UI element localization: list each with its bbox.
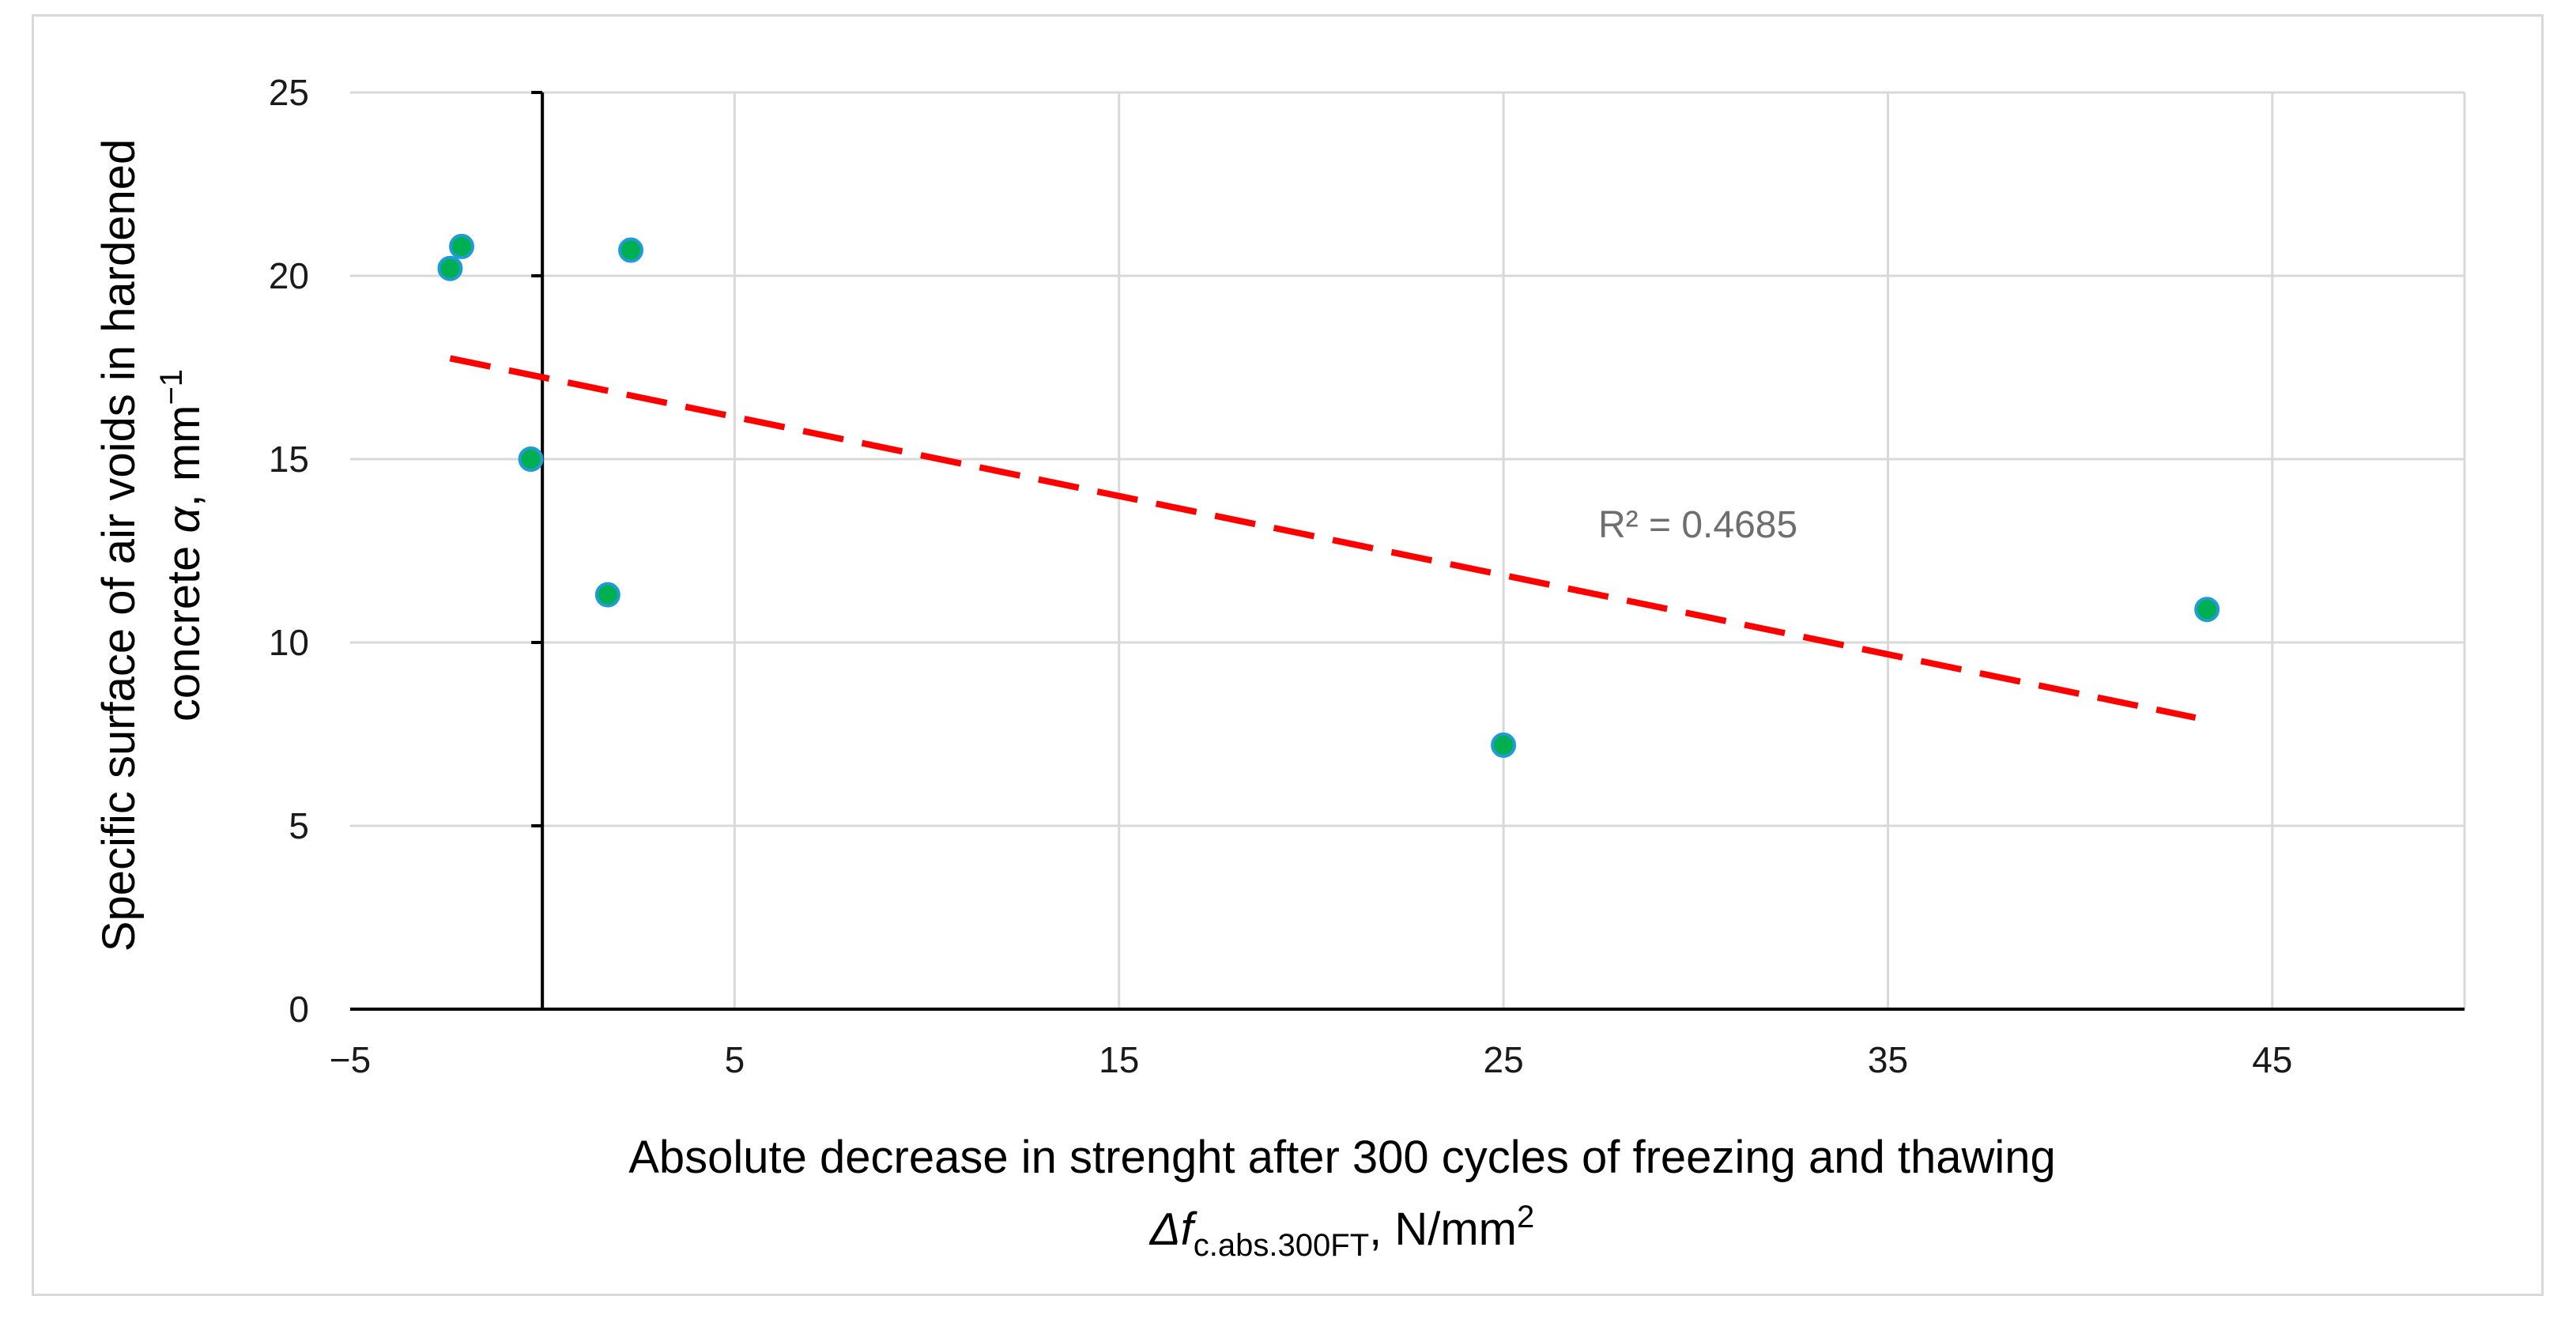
data-point [437,255,463,281]
data-point [2194,597,2220,623]
y-axis-text: concrete [158,533,209,722]
x-axis-subscript: c.abs.300FT [1194,1228,1369,1263]
y-axis-title-group: Specific surface of air voids in hardene… [93,139,209,951]
x-tick-label: −5 [330,1039,371,1080]
x-tick-label: 35 [1868,1039,1908,1080]
y-tick-label: 10 [269,622,309,663]
axes [350,91,2465,1011]
y-axis-title-line2: concrete α, mm−1 [154,369,209,722]
data-point [618,237,644,263]
grid-lines [350,91,2466,1009]
x-axis-title: Absolute decrease in strenght after 300 … [628,1132,2056,1183]
tick-labels: 0 5 10 15 20 25 −5 5 15 25 35 45 [269,72,2293,1080]
x-tick-label: 25 [1484,1039,1524,1080]
y-axis-unit: , mm [158,405,209,507]
x-tick-label: 5 [725,1039,745,1080]
y-tick-label: 0 [289,989,309,1030]
data-point [449,233,475,259]
x-tick-label: 45 [2252,1039,2292,1080]
y-axis-unit-superscript: −1 [154,369,189,405]
y-axis-symbol: α [158,505,209,533]
r-squared-label: R² = 0.4685 [1598,504,1797,546]
data-point [518,446,544,472]
y-tick-label: 20 [269,255,309,296]
y-axis-title: Specific surface of air voids in hardene… [93,139,145,951]
y-tick-label: 5 [289,805,309,846]
x-axis-unit-superscript: 2 [1517,1200,1534,1234]
chart-frame [32,14,2544,1296]
trendline [449,355,2197,722]
x-axis-title-line2: Δfc.abs.300FT, N/mm2 [1148,1200,1534,1263]
x-axis-symbol: Δf [1148,1204,1198,1255]
data-point [594,582,620,608]
x-axis-unit: , N/mm [1369,1204,1517,1255]
data-points [437,233,2220,758]
trendline-line [449,355,2197,722]
y-tick-label: 15 [269,439,309,480]
data-point [1491,732,1517,758]
y-tick-label: 25 [269,72,309,113]
x-tick-label: 15 [1099,1039,1139,1080]
